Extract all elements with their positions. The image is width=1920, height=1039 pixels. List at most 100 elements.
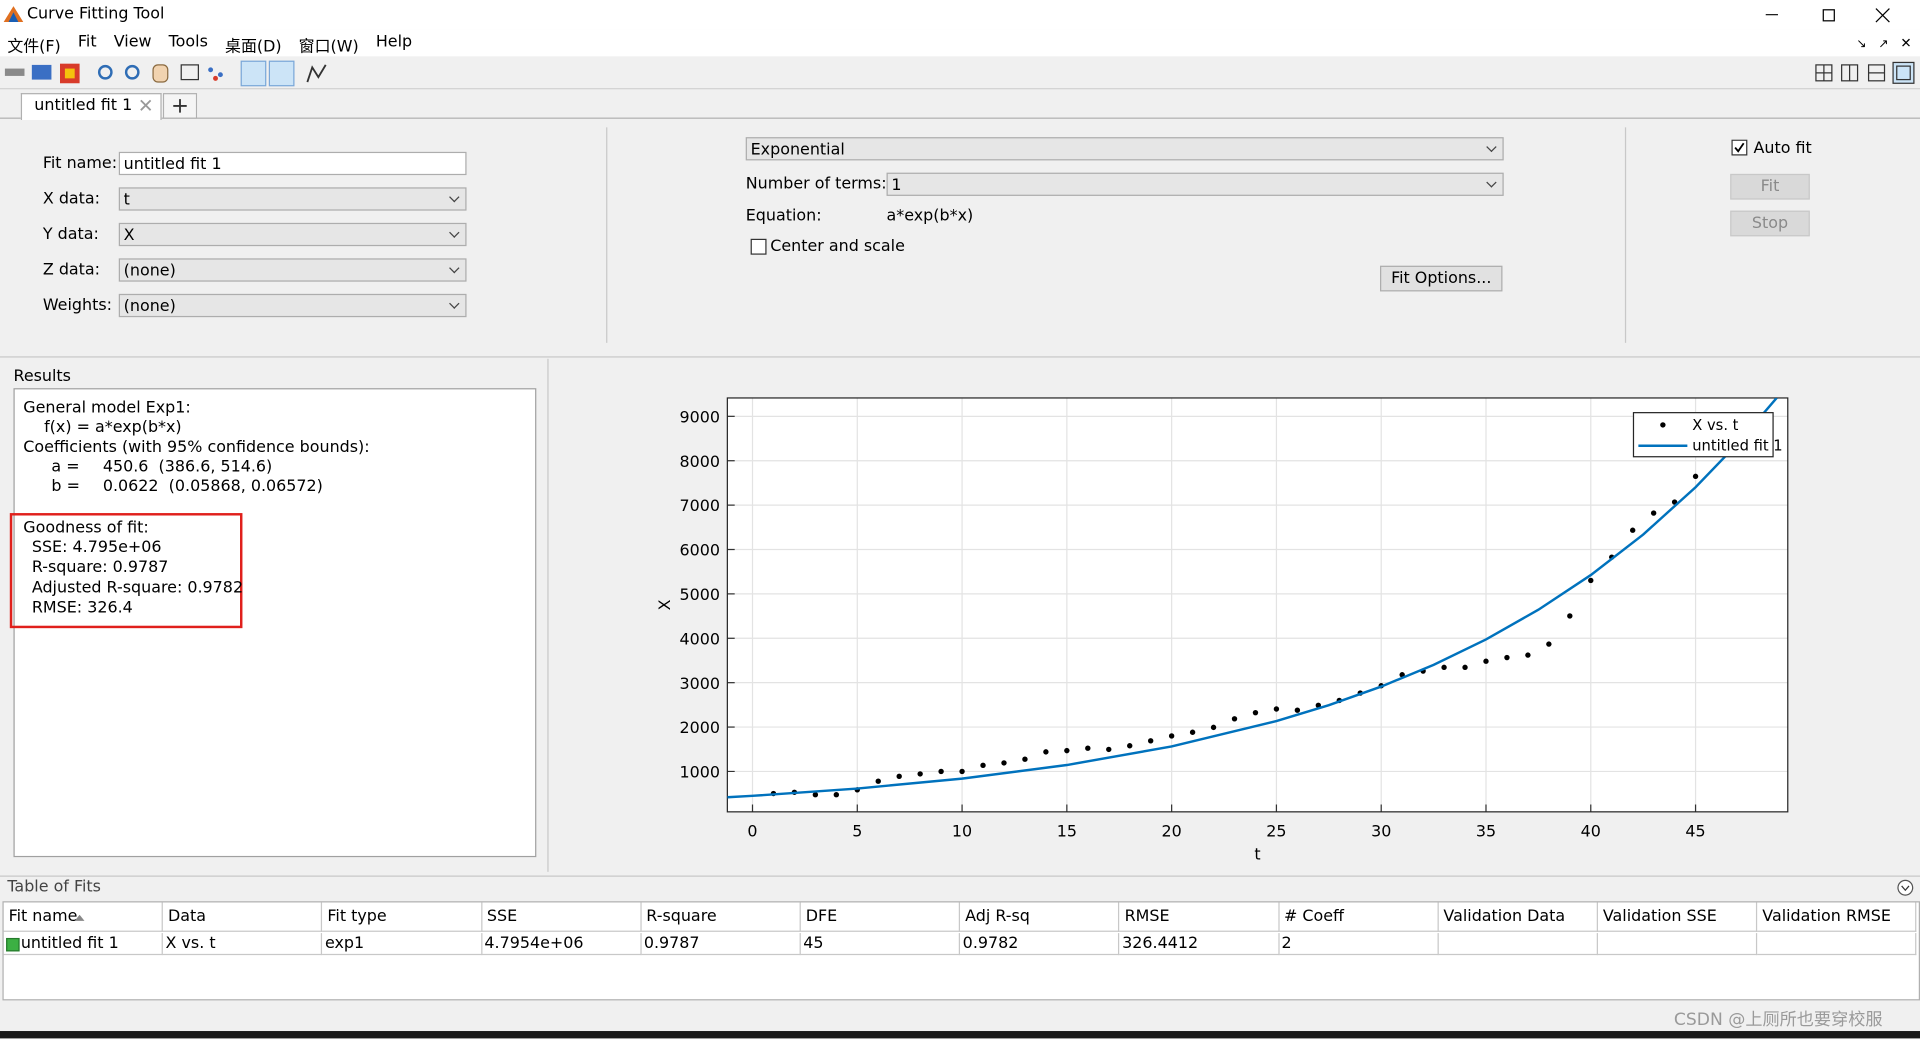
dock-controls: ↘ ↗ ✕: [1856, 37, 1911, 52]
field-label: Fit name:: [42, 154, 118, 173]
y-tick-label: 3000: [680, 674, 720, 693]
column-header[interactable]: Validation Data: [1438, 902, 1598, 932]
tab[interactable]: [20, 93, 162, 121]
collapse-button[interactable]: [1897, 879, 1914, 896]
add-tab[interactable]: [162, 93, 198, 119]
menu-item[interactable]: Help: [375, 33, 413, 52]
legend-toggle[interactable]: [240, 60, 267, 87]
menu-item[interactable]: 窗口(W): [298, 37, 359, 57]
column-header[interactable]: R-square: [641, 902, 801, 932]
data-point: [875, 778, 881, 784]
coef-name: b =: [51, 477, 80, 496]
center-scale-checkbox[interactable]: [750, 238, 767, 255]
column-header[interactable]: Validation SSE: [1597, 902, 1758, 932]
results-line: General model Exp1:: [23, 399, 191, 418]
table-cell: 0.9787: [641, 933, 801, 956]
fit-color: [6, 937, 20, 952]
svg-text:↘: ↘: [1856, 37, 1866, 51]
fit-name-input[interactable]: untitled fit 1: [118, 151, 467, 176]
x-tick-label: 35: [1476, 821, 1496, 840]
fit-button[interactable]: Fit: [1730, 173, 1810, 200]
menu-item[interactable]: 文件(F): [7, 37, 61, 57]
tab-close[interactable]: [138, 98, 153, 113]
residuals[interactable]: [306, 64, 327, 83]
column-header[interactable]: Fit name: [3, 902, 164, 932]
field-label: Z data:: [42, 260, 101, 280]
column-header[interactable]: DFE: [800, 902, 961, 932]
data-point: [1022, 756, 1028, 762]
axes-box: [726, 397, 1789, 813]
sort-indicator: [74, 914, 85, 921]
data-point: [938, 768, 944, 775]
x-tick-label: 10: [952, 821, 972, 840]
data-point: [1629, 527, 1636, 533]
pan[interactable]: [152, 64, 169, 83]
exclude[interactable]: [208, 67, 214, 73]
x-tick-label: 15: [1057, 821, 1077, 840]
weights-dropdown[interactable]: (none): [118, 293, 467, 318]
tool-icon[interactable]: [31, 64, 52, 80]
data-point: [1273, 706, 1280, 712]
menu: 文件(F) Fit View Tools 桌面(D) 窗口(W) Help: [7, 33, 412, 56]
coef-name: a =: [51, 457, 80, 477]
layout-icon[interactable]: [1892, 61, 1915, 84]
column-header[interactable]: Data: [163, 902, 323, 932]
fit-type-dropdown[interactable]: Exponential: [745, 137, 1504, 161]
table-cell: [1438, 933, 1598, 956]
z-data-dropdown[interactable]: (none): [118, 258, 467, 282]
data-point: [980, 762, 986, 769]
y-data-dropdown[interactable]: X: [118, 222, 467, 247]
data-point: [1043, 749, 1049, 755]
data-point: [917, 771, 923, 777]
menu-item[interactable]: View: [113, 33, 152, 52]
data-point: [1189, 729, 1196, 735]
checkbox-label: Auto fit: [1753, 139, 1812, 158]
y-tick-label: 7000: [680, 496, 720, 515]
data-point: [1106, 746, 1112, 753]
column-header[interactable]: # Coeff: [1279, 902, 1439, 932]
x-data-dropdown[interactable]: t: [118, 187, 467, 211]
table-cell: 2: [1279, 933, 1439, 956]
data-point: [1168, 733, 1175, 739]
table-cell[interactable]: untitled fit 1: [3, 933, 164, 956]
svg-text:✕: ✕: [1900, 37, 1911, 52]
column-header[interactable]: Adj R-sq: [960, 902, 1120, 932]
restore[interactable]: [1822, 9, 1835, 22]
column-header[interactable]: RMSE: [1119, 902, 1280, 932]
menu-item[interactable]: Tools: [168, 33, 208, 52]
data-point: [1231, 716, 1238, 722]
x-tick-label: 0: [747, 821, 757, 840]
x-tick-label: 40: [1581, 821, 1601, 840]
auto-fit-checkbox[interactable]: [1731, 139, 1748, 157]
grid-toggle[interactable]: [268, 60, 295, 87]
tool-icon[interactable]: [4, 68, 25, 76]
legend-box: [1632, 412, 1774, 458]
data-point: [1064, 747, 1070, 754]
column-header[interactable]: Fit type: [322, 902, 482, 932]
table-cell: X vs. t: [163, 933, 323, 956]
y-tick-label: 5000: [680, 585, 720, 604]
y-tick-label: 6000: [680, 541, 720, 560]
goodness-line: SSE: 4.795e+06: [31, 538, 162, 558]
data-point: [1252, 709, 1259, 716]
zoom-out[interactable]: [124, 64, 140, 80]
data-point: [1462, 664, 1468, 671]
terms-dropdown[interactable]: 1: [886, 172, 1504, 196]
fit-options-button[interactable]: Fit Options...: [1380, 265, 1503, 292]
data-cursor[interactable]: [180, 64, 199, 81]
field-label: Y data:: [42, 225, 99, 244]
menu-item[interactable]: 桌面(D): [225, 37, 282, 57]
stop-button[interactable]: Stop: [1730, 210, 1810, 237]
fits-table: Fit name Data Fit type SSE R-square DFE Adj R-…: [2, 901, 1920, 1001]
table-cell: 4.7954e+06: [481, 933, 642, 956]
tab-label: untitled fit 1: [34, 96, 133, 116]
menu-item[interactable]: Fit: [77, 33, 97, 52]
zoom-in[interactable]: [97, 64, 113, 80]
field-label: Equation:: [745, 206, 822, 226]
equation: a*exp(b*x): [886, 206, 974, 226]
column-header[interactable]: SSE: [481, 902, 642, 932]
x-tick-label: 45: [1685, 821, 1705, 840]
column-header[interactable]: Validation RMSE: [1757, 902, 1917, 932]
toolbar: [0, 60, 1920, 90]
x-tick-label: 20: [1162, 821, 1182, 840]
